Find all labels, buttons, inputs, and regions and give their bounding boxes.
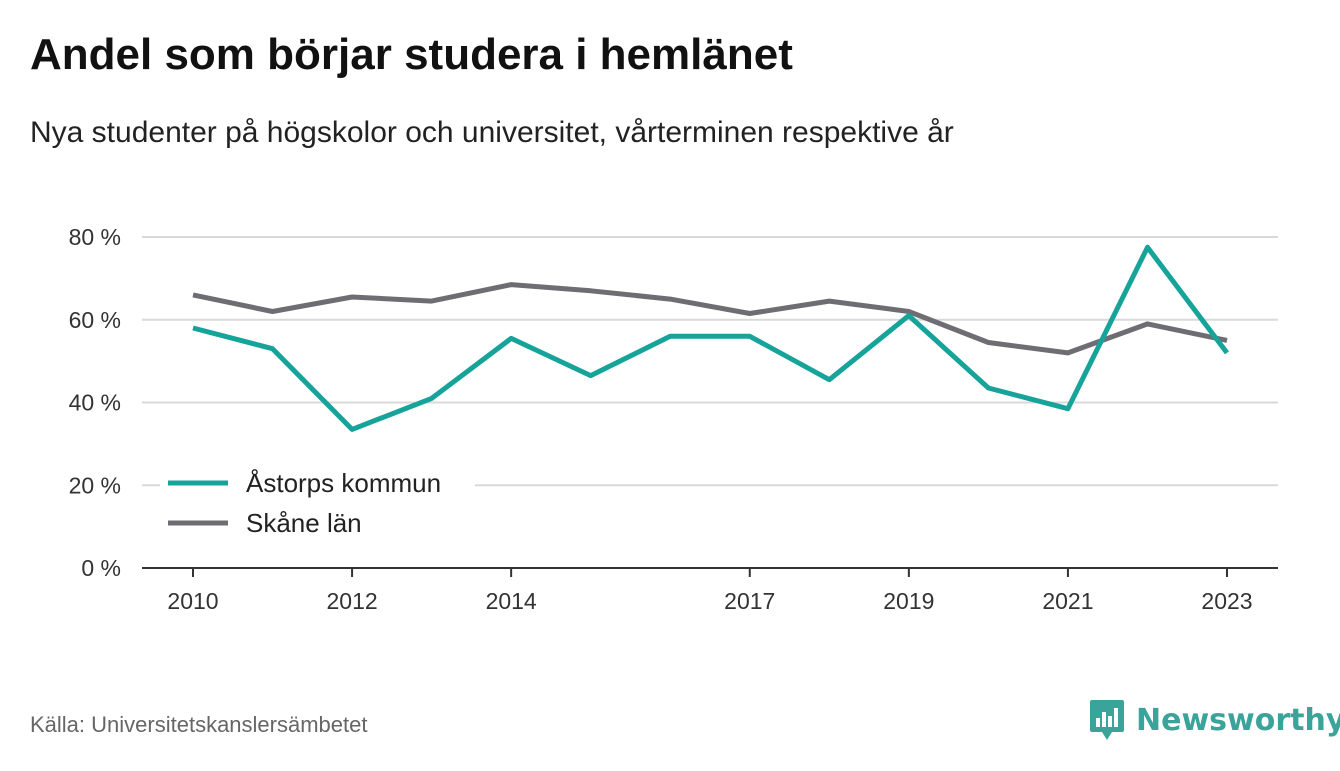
y-tick-label: 80 % bbox=[69, 224, 121, 250]
x-tick-label: 2023 bbox=[1201, 588, 1252, 614]
series-line bbox=[192, 244, 1229, 432]
series-line bbox=[192, 282, 1228, 356]
legend: Åstorps kommun Skåne län bbox=[160, 458, 475, 548]
gridlines bbox=[142, 236, 1278, 487]
newsworthy-bar-chart-icon bbox=[1090, 700, 1124, 740]
x-tick-labels: 2010 2012 2014 2017 2019 2021 2023 bbox=[167, 588, 1252, 614]
x-axis bbox=[142, 567, 1278, 577]
x-tick-label: 2017 bbox=[724, 588, 775, 614]
brand-logo: Newsworthy bbox=[1088, 698, 1340, 742]
line-chart: 0 % 20 % 40 % 60 % 80 % 2010 2012 2014 2017 2019… bbox=[69, 224, 1278, 614]
brand-name: Newsworthy bbox=[1136, 702, 1340, 738]
series-lines bbox=[192, 244, 1229, 432]
y-tick-label: 20 % bbox=[69, 472, 121, 498]
x-tick-label: 2019 bbox=[883, 588, 934, 614]
legend-background bbox=[160, 458, 475, 548]
legend-label: Åstorps kommun bbox=[246, 468, 441, 498]
x-tick-label: 2010 bbox=[167, 588, 218, 614]
x-tick-label: 2012 bbox=[326, 588, 377, 614]
y-tick-labels: 0 % 20 % 40 % 60 % 80 % bbox=[69, 224, 121, 581]
chart-title: Andel som börjar studera i hemlänet bbox=[30, 30, 793, 79]
chart-subtitle: Nya studenter på högskolor och universit… bbox=[30, 116, 954, 149]
y-tick-label: 40 % bbox=[69, 390, 121, 416]
y-tick-label: 0 % bbox=[81, 555, 121, 581]
x-tick-label: 2014 bbox=[486, 588, 537, 614]
y-tick-label: 60 % bbox=[69, 307, 121, 333]
x-tick-label: 2021 bbox=[1042, 588, 1093, 614]
source-note: Källa: Universitetskanslersämbetet bbox=[30, 712, 368, 737]
legend-label: Skåne län bbox=[246, 508, 362, 538]
